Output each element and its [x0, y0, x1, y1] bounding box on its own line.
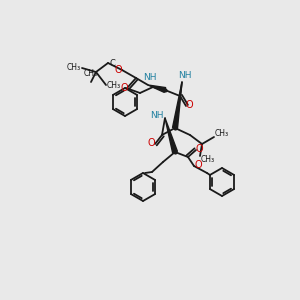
Polygon shape: [172, 82, 182, 128]
Text: O: O: [195, 144, 203, 154]
Text: NH: NH: [178, 70, 192, 80]
Polygon shape: [148, 85, 166, 92]
Text: CH₃: CH₃: [201, 154, 215, 164]
Text: O: O: [147, 138, 155, 148]
Text: NH: NH: [150, 110, 164, 119]
Text: CH₃: CH₃: [107, 80, 121, 89]
Polygon shape: [165, 118, 177, 153]
Text: O: O: [120, 83, 128, 93]
Text: CH₃: CH₃: [84, 68, 98, 77]
Text: O: O: [114, 65, 122, 75]
Text: CH₃: CH₃: [215, 130, 229, 139]
Text: O: O: [185, 100, 193, 110]
Text: O: O: [194, 160, 202, 170]
Text: NH: NH: [143, 74, 157, 82]
Text: C: C: [109, 59, 115, 68]
Text: CH₃: CH₃: [67, 64, 81, 73]
